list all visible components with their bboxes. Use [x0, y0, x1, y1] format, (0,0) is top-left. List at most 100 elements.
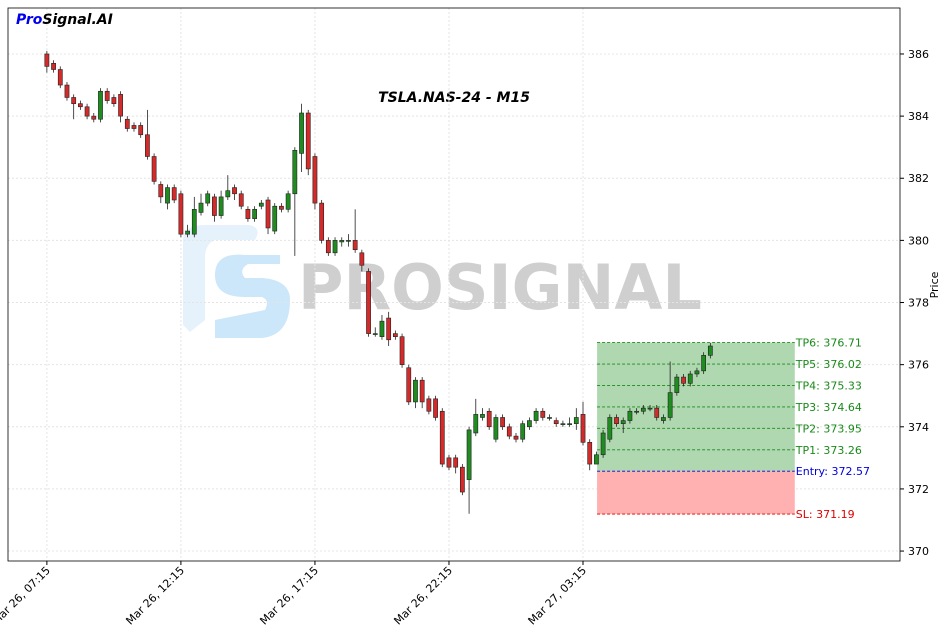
candle-body — [580, 414, 586, 443]
candle-body — [533, 410, 539, 421]
candle-body — [399, 336, 405, 365]
brand-pro: Pro — [16, 12, 43, 28]
candle-body — [171, 187, 177, 201]
candle-body — [681, 376, 686, 384]
level-label: SL: 371.19 — [796, 508, 855, 521]
candle-body — [245, 209, 251, 219]
level-label: TP3: 374.64 — [795, 401, 862, 414]
x-tick-label: Mar 26, 12:15 — [123, 564, 187, 628]
logo-mark — [183, 225, 258, 332]
candle-body — [527, 420, 532, 428]
candles — [44, 50, 713, 514]
level-label: TP2: 373.95 — [795, 422, 862, 435]
level-label: TP1: 373.26 — [795, 444, 862, 457]
candle-body — [312, 156, 318, 204]
candle-body — [78, 103, 83, 108]
y-tick-label: 386 — [908, 48, 929, 61]
trade-zone: TP6: 376.71 TP5: 376.02 TP4: 375.33 TP3: 37… — [597, 337, 870, 521]
x-tick-label: Mar 27, 03:15 — [526, 564, 590, 628]
candle-body — [607, 417, 613, 440]
candle-body — [419, 379, 425, 403]
y-tick-label: 372 — [908, 483, 929, 496]
candle-body — [446, 457, 452, 468]
candle-body — [191, 209, 197, 235]
candle-body — [265, 199, 271, 229]
candle-body — [51, 62, 56, 70]
candle-body — [560, 423, 566, 425]
candle-body — [459, 466, 465, 493]
candle-body — [433, 398, 438, 418]
candle-body — [513, 435, 519, 440]
candle-body — [500, 417, 505, 428]
candle-body — [379, 320, 385, 337]
candle-body — [57, 69, 63, 86]
candle-body — [165, 187, 170, 204]
candle-body — [84, 106, 90, 117]
candle-body — [258, 202, 264, 207]
candle-body — [71, 97, 77, 104]
candle-body — [701, 355, 707, 372]
candle-body — [131, 125, 137, 129]
x-tick-label: Mar 26, 07:15 — [0, 564, 53, 628]
candle-body — [346, 240, 351, 242]
candle-body — [319, 202, 325, 241]
candle-body — [272, 205, 278, 232]
candle-body — [212, 196, 217, 216]
candle-body — [553, 420, 559, 424]
candle-body — [392, 333, 398, 337]
candle-body — [305, 112, 311, 170]
candle-body — [91, 115, 97, 120]
candle-body — [661, 417, 666, 421]
candle-body — [279, 205, 284, 210]
y-tick-label: 378 — [908, 297, 929, 310]
candle-body — [540, 410, 546, 418]
candle-body — [198, 202, 204, 213]
candle-body — [480, 414, 485, 418]
candle-body — [359, 252, 365, 266]
background-layer: PROSIGNAL — [183, 225, 702, 338]
level-label: TP6: 376.71 — [795, 337, 862, 350]
candle-body — [493, 417, 499, 440]
candle-body — [466, 429, 472, 480]
candle-body — [366, 271, 371, 334]
candle-body — [694, 370, 700, 375]
candle-body — [667, 392, 673, 418]
candle-body — [232, 187, 237, 195]
candle-body — [138, 125, 144, 136]
y-tick-label: 382 — [908, 172, 929, 185]
candle-body — [285, 193, 291, 210]
candle-body — [372, 333, 378, 335]
candle-body — [386, 317, 392, 341]
candle-body — [640, 407, 646, 412]
grid — [8, 8, 900, 561]
candle-body — [486, 410, 492, 428]
candle-body — [145, 134, 150, 157]
candle-body — [64, 84, 70, 98]
candle-body — [44, 53, 50, 67]
candle-body — [614, 417, 619, 424]
candle-body — [292, 149, 298, 195]
candle-body — [573, 417, 579, 424]
plot-frame — [7, 7, 901, 562]
y-tick-label: 374 — [908, 421, 929, 434]
candle-body — [111, 97, 117, 104]
y-tick-label: 380 — [908, 234, 929, 247]
candle-body — [124, 118, 130, 129]
candle-body — [339, 240, 345, 243]
candle-body — [158, 184, 164, 198]
candle-body — [98, 90, 103, 120]
candle-body — [587, 442, 593, 465]
candle-body — [647, 407, 653, 410]
candle-body — [185, 230, 190, 235]
y-tick-label: 384 — [908, 110, 929, 123]
candle-body — [151, 156, 157, 182]
candle-body — [205, 193, 211, 204]
watermark: PROSIGNAL — [298, 251, 702, 324]
candle-body — [600, 432, 606, 456]
candle-body — [627, 410, 633, 421]
profit-zone — [597, 342, 795, 472]
brand: ProSignal.AI — [16, 12, 113, 28]
y-axis-label: Price — [928, 271, 941, 298]
candle-body — [178, 193, 184, 235]
candle-body — [520, 423, 526, 440]
